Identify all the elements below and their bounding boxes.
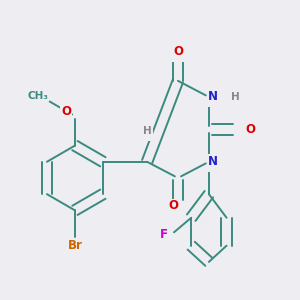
Text: F: F <box>160 228 168 241</box>
Bar <box>60 104 72 122</box>
Bar <box>207 154 219 172</box>
Bar <box>29 88 47 106</box>
Text: O: O <box>61 105 71 118</box>
Bar <box>66 238 84 256</box>
Text: O: O <box>245 123 255 136</box>
Text: H: H <box>231 92 240 102</box>
Text: CH₃: CH₃ <box>28 91 49 100</box>
Bar <box>158 227 170 245</box>
Bar <box>172 44 184 62</box>
Text: Br: Br <box>68 239 82 252</box>
Text: O: O <box>169 200 178 212</box>
Bar <box>244 122 256 140</box>
Bar <box>168 199 179 216</box>
Text: O: O <box>173 45 183 58</box>
Bar <box>207 90 219 107</box>
Bar <box>230 90 241 107</box>
Bar <box>141 124 153 141</box>
Text: N: N <box>208 155 218 168</box>
Text: N: N <box>208 91 218 103</box>
Text: H: H <box>143 126 152 136</box>
